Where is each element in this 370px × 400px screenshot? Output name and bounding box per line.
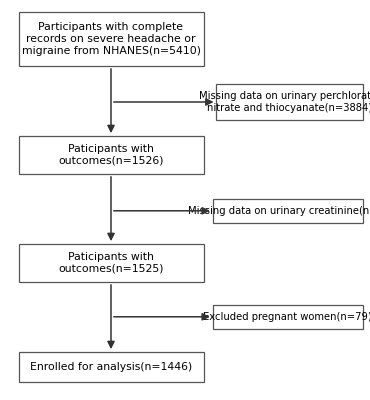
- Text: Participants with complete
records on severe headache or
migraine from NHANES(n=: Participants with complete records on se…: [21, 22, 201, 56]
- FancyBboxPatch shape: [18, 136, 204, 174]
- FancyBboxPatch shape: [213, 305, 363, 329]
- FancyBboxPatch shape: [18, 12, 204, 66]
- Text: Excluded pregnant women(n=79): Excluded pregnant women(n=79): [203, 312, 370, 322]
- FancyBboxPatch shape: [216, 84, 363, 120]
- Text: Enrolled for analysis(n=1446): Enrolled for analysis(n=1446): [30, 362, 192, 372]
- Text: Missing data on urinary perchlorate,
nitrate and thiocyanate(n=3884): Missing data on urinary perchlorate, nit…: [199, 91, 370, 113]
- FancyBboxPatch shape: [18, 352, 204, 382]
- Text: Paticipants with
outcomes(n=1526): Paticipants with outcomes(n=1526): [58, 144, 164, 166]
- Text: Paticipants with
outcomes(n=1525): Paticipants with outcomes(n=1525): [58, 252, 164, 274]
- FancyBboxPatch shape: [213, 199, 363, 223]
- FancyBboxPatch shape: [18, 244, 204, 282]
- Text: Missing data on urinary creatinine(n=1): Missing data on urinary creatinine(n=1): [188, 206, 370, 216]
